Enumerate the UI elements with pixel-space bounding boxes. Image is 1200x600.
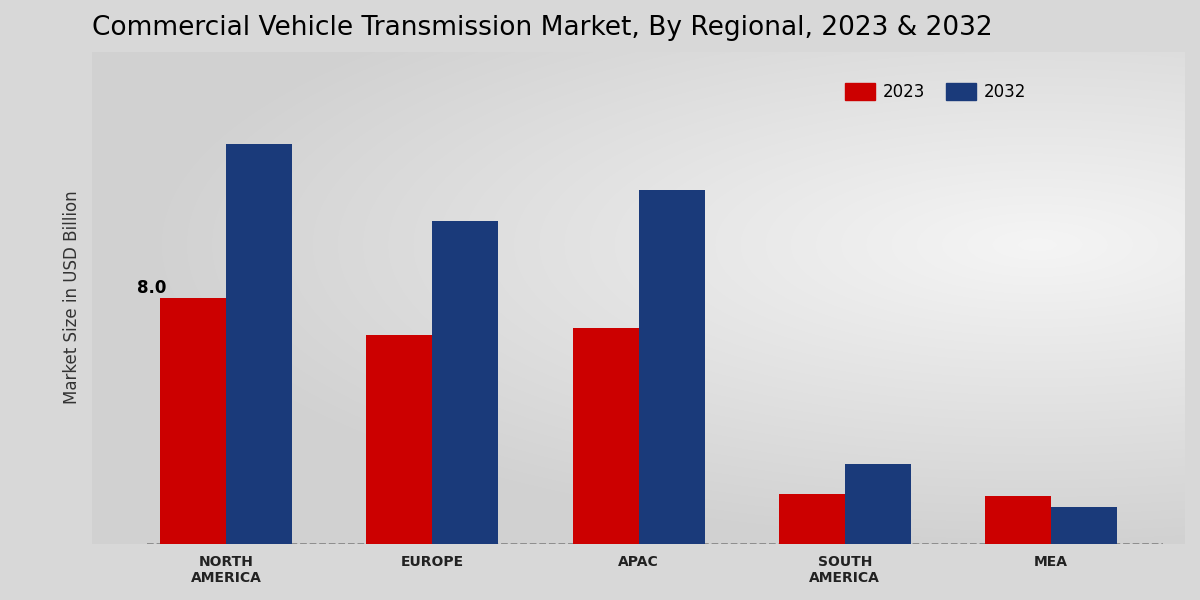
Bar — [432, 221, 498, 544]
Bar — [985, 496, 1051, 544]
Bar — [845, 464, 911, 544]
Bar — [226, 144, 292, 544]
Bar — [160, 298, 226, 544]
Bar — [1051, 507, 1117, 544]
Bar — [572, 328, 638, 544]
Y-axis label: Market Size in USD Billion: Market Size in USD Billion — [62, 191, 82, 404]
Bar — [366, 335, 432, 544]
Legend: 2023, 2032: 2023, 2032 — [836, 75, 1034, 110]
Text: 8.0: 8.0 — [137, 279, 167, 297]
Bar — [638, 190, 704, 544]
Text: Commercial Vehicle Transmission Market, By Regional, 2023 & 2032: Commercial Vehicle Transmission Market, … — [92, 15, 992, 41]
Bar — [779, 494, 845, 544]
